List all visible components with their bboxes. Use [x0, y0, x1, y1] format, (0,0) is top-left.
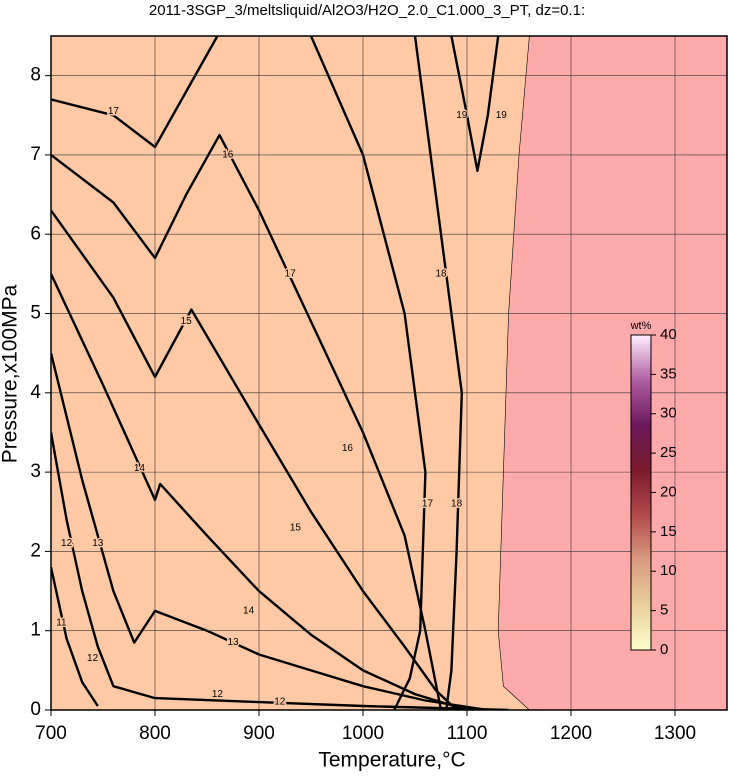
contour-line [450, 36, 500, 172]
x-tick-label: 1200 [550, 723, 592, 744]
region [497, 36, 727, 710]
x-tick-label: 700 [35, 723, 67, 744]
colorbar [630, 334, 652, 651]
y-tick-label: 0 [30, 699, 41, 720]
contour-label: 17 [422, 498, 434, 509]
contour-label: 17 [108, 106, 120, 117]
y-tick-label: 3 [30, 461, 41, 482]
y-tick-label: 6 [30, 223, 41, 244]
x-axis-label: Temperature,°C [318, 749, 465, 772]
contour-label: 12 [212, 689, 224, 700]
contour-label: 17 [285, 269, 297, 280]
contour-label: 13 [92, 538, 104, 549]
y-tick-label: 8 [30, 65, 41, 86]
contour-label: 16 [342, 443, 354, 454]
colorbar-label: wt% [630, 320, 652, 332]
contour-label: 18 [451, 498, 463, 509]
y-tick-label: 2 [30, 540, 41, 561]
contour-line [51, 432, 509, 710]
contour-line [51, 567, 99, 707]
colorbar-tick-label: 25 [660, 444, 677, 461]
colorbar-tick-label: 10 [660, 562, 677, 579]
contour-line [51, 273, 468, 710]
contour-label: 15 [181, 316, 193, 327]
y-tick-label: 4 [30, 382, 41, 403]
x-tick-label: 1000 [342, 723, 384, 744]
contour-label: 19 [456, 110, 468, 121]
colorbar-tick-label: 40 [660, 326, 677, 343]
contour-label: 19 [496, 110, 508, 121]
contour-label: 13 [227, 637, 239, 648]
contour-label: 14 [134, 463, 146, 474]
x-tick-label: 1300 [654, 723, 696, 744]
x-tick-label: 800 [139, 723, 171, 744]
y-tick-label: 1 [30, 620, 41, 641]
colorbar-tick-label: 20 [660, 483, 677, 500]
contour-label: 12 [61, 538, 73, 549]
y-axis-label: Pressure,x100MPa [0, 284, 22, 463]
x-tick-label: 1100 [447, 723, 488, 744]
contour-label: 11 [56, 617, 67, 628]
contour-label: 18 [435, 269, 447, 280]
colorbar-tick-label: 5 [660, 602, 668, 619]
colorbar-tick-label: 30 [660, 405, 677, 422]
y-tick-label: 5 [30, 303, 41, 324]
colorbar-tick-label: 35 [660, 365, 677, 382]
contour-label: 14 [243, 606, 255, 617]
contour-line [51, 209, 458, 710]
colorbar-tick-label: 0 [660, 641, 668, 658]
contour-label: 12 [274, 697, 286, 708]
plot-frame [50, 35, 728, 711]
y-tick-label: 7 [30, 144, 41, 165]
chart-title: 2011-3SGP_3/meltsliquid/Al2O3/H2O_2.0_C1… [149, 2, 585, 19]
colorbar-tick-label: 15 [660, 523, 677, 540]
contour-label: 12 [87, 653, 99, 664]
contour-label: 15 [290, 522, 302, 533]
x-tick-label: 900 [243, 723, 275, 744]
